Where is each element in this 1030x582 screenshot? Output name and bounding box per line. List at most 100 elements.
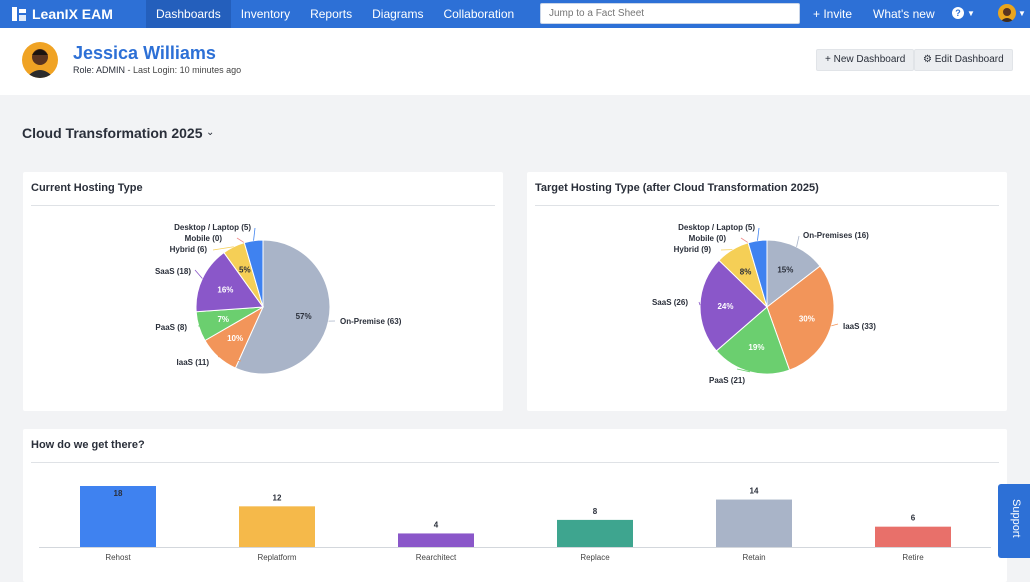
leanix-logo-icon	[12, 7, 26, 21]
pie-leader-line-hybrid	[212, 246, 234, 251]
bar-category-label-rehost: Rehost	[105, 553, 131, 562]
card-divider	[535, 205, 999, 206]
pie-pct-label-iaas: 30%	[799, 315, 815, 324]
support-tab[interactable]: Support	[998, 484, 1030, 558]
bar-category-label-retain: Retain	[742, 553, 765, 562]
bar-value-label-replatform: 12	[273, 493, 282, 502]
pie-slice-on-premises	[766, 239, 821, 309]
fact-sheet-search-input[interactable]	[540, 3, 800, 24]
pie-series-label-mobile: Mobile (0)	[185, 234, 223, 243]
pie-pct-label-on-premise: 57%	[296, 312, 312, 321]
current-hosting-title: Current Hosting Type	[31, 182, 143, 194]
pie-leader-line-iaas	[217, 356, 242, 362]
pie-pct-label-on-premises: 15%	[777, 266, 793, 275]
migration-strategy-title: How do we get there?	[31, 439, 145, 451]
pie-slice-desktop-laptop	[747, 239, 768, 308]
brand-logo[interactable]: LeanIX EAM	[0, 0, 146, 28]
migration-strategy-card: 18 Rehost 12 Replatform 4 Rearchitect 8 Replace…	[23, 429, 1007, 582]
pie-leader-line-mobile	[236, 237, 245, 244]
bar-category-label-replace: Replace	[580, 553, 610, 562]
nav-reports[interactable]: Reports	[310, 7, 353, 21]
pie-leader-line-desktop-laptop	[757, 227, 760, 241]
bar-replace	[557, 519, 633, 547]
role-label: Role:	[73, 65, 95, 75]
pie-series-label-paas: PaaS (8)	[155, 323, 187, 332]
bar-category-label-replatform: Replatform	[257, 553, 296, 562]
nav-inventory[interactable]: Inventory	[240, 7, 291, 21]
pie-pct-label-hybrid: 5%	[239, 266, 251, 275]
bar-replatform	[239, 506, 315, 547]
pie-series-label-paas: PaaS (21)	[709, 376, 745, 385]
whats-new-link[interactable]: What's new	[873, 7, 935, 21]
role-value: ADMIN	[96, 65, 126, 75]
bar-retain	[716, 499, 792, 547]
brand-name: LeanIX EAM	[32, 6, 113, 22]
user-avatar-small[interactable]	[998, 4, 1016, 22]
bar-retire	[875, 526, 951, 547]
user-name[interactable]: Jessica Williams	[73, 43, 216, 63]
invite-button[interactable]: + Invite	[813, 7, 853, 21]
pie-leader-line-saas	[698, 301, 701, 306]
pie-pct-label-hybrid: 8%	[740, 267, 752, 276]
card-divider	[31, 205, 495, 206]
pie-pct-label-paas: 19%	[748, 343, 764, 352]
target-hosting-title: Target Hosting Type (after Cloud Transfo…	[535, 182, 819, 194]
target-hosting-card: 15% On-Premises (16) 30% IaaS (33) 19% PaaS (…	[527, 172, 1007, 411]
pie-series-label-iaas: IaaS (33)	[843, 322, 876, 331]
help-chevron-down-icon[interactable]: ▼	[967, 9, 975, 18]
bar-rehost	[80, 486, 156, 547]
user-header: Jessica Williams Role: ADMIN - Last Logi…	[0, 28, 1030, 95]
help-icon[interactable]: ?	[952, 7, 964, 19]
pie-slice-saas	[699, 259, 768, 352]
top-navbar: LeanIX EAM Dashboards Inventory Reports …	[0, 0, 1030, 28]
current-hosting-card: 57% On-Premise (63) 10% IaaS (11) 7% PaaS (8)…	[23, 172, 503, 411]
pie-leader-line-saas	[194, 269, 203, 279]
migration-strategy-bar-chart: 18 Rehost 12 Replatform 4 Rearchitect 8 Replace…	[39, 486, 991, 562]
bar-value-label-replace: 8	[593, 507, 598, 516]
current-hosting-pie-chart: 57% On-Premise (63) 10% IaaS (11) 7% PaaS (8)…	[155, 223, 402, 375]
bar-value-label-retain: 14	[750, 487, 759, 496]
pie-pct-label-paas: 7%	[217, 315, 229, 324]
edit-dashboard-button[interactable]: ⚙ Edit Dashboard	[914, 49, 1013, 71]
pie-pct-label-saas: 24%	[717, 302, 733, 311]
nav-diagrams[interactable]: Diagrams	[372, 7, 424, 21]
pie-pct-label-iaas: 10%	[227, 334, 243, 343]
user-avatar	[22, 42, 58, 78]
pie-leader-line-paas	[736, 368, 751, 373]
bar-rearchitect	[398, 533, 474, 547]
pie-series-label-on-premises: On-Premises (16)	[803, 231, 869, 240]
bar-value-label-rehost: 18	[114, 489, 123, 498]
user-menu-chevron-down-icon[interactable]: ▼	[1018, 9, 1026, 18]
pie-series-label-desktop-laptop: Desktop / Laptop (5)	[678, 223, 755, 232]
pie-slice-saas	[195, 251, 264, 313]
bar-category-label-rearchitect: Rearchitect	[416, 553, 457, 562]
pie-slice-iaas	[766, 265, 835, 371]
support-label: Support	[1010, 499, 1022, 538]
nav-dashboards[interactable]: Dashboards	[146, 0, 231, 28]
card-divider	[31, 462, 999, 463]
pie-pct-label-saas: 16%	[217, 285, 233, 294]
new-dashboard-button[interactable]: + New Dashboard	[816, 49, 915, 71]
pie-series-label-hybrid: Hybrid (6)	[170, 245, 208, 254]
pie-series-label-desktop-laptop: Desktop / Laptop (5)	[174, 223, 251, 232]
target-hosting-pie-chart: 15% On-Premises (16) 30% IaaS (33) 19% PaaS (…	[652, 223, 876, 385]
pie-series-label-on-premise: On-Premise (63)	[340, 317, 402, 326]
nav-collaboration[interactable]: Collaboration	[443, 7, 515, 21]
pie-series-label-hybrid: Hybrid (9)	[674, 245, 712, 254]
last-login: - Last Login: 10 minutes ago	[127, 65, 242, 75]
pie-leader-line-iaas	[831, 323, 839, 327]
pie-leader-line-on-premises	[796, 235, 800, 247]
bar-value-label-rearchitect: 4	[434, 520, 439, 529]
dashboard-chevron-down-icon[interactable]: ⌄	[206, 127, 215, 138]
pie-leader-line-desktop-laptop	[253, 227, 256, 241]
pie-series-label-saas: SaaS (18)	[155, 267, 191, 276]
pie-slice-paas	[715, 306, 791, 375]
user-meta: Role: ADMIN - Last Login: 10 minutes ago	[73, 65, 241, 75]
dashboard-title[interactable]: Cloud Transformation 2025	[22, 125, 203, 141]
pie-series-label-mobile: Mobile (0)	[689, 234, 727, 243]
pie-leader-line-mobile	[740, 237, 749, 244]
bar-category-label-retire: Retire	[902, 553, 924, 562]
pie-series-label-saas: SaaS (26)	[652, 298, 688, 307]
pie-series-label-iaas: IaaS (11)	[177, 358, 210, 367]
bar-value-label-retire: 6	[911, 514, 916, 523]
